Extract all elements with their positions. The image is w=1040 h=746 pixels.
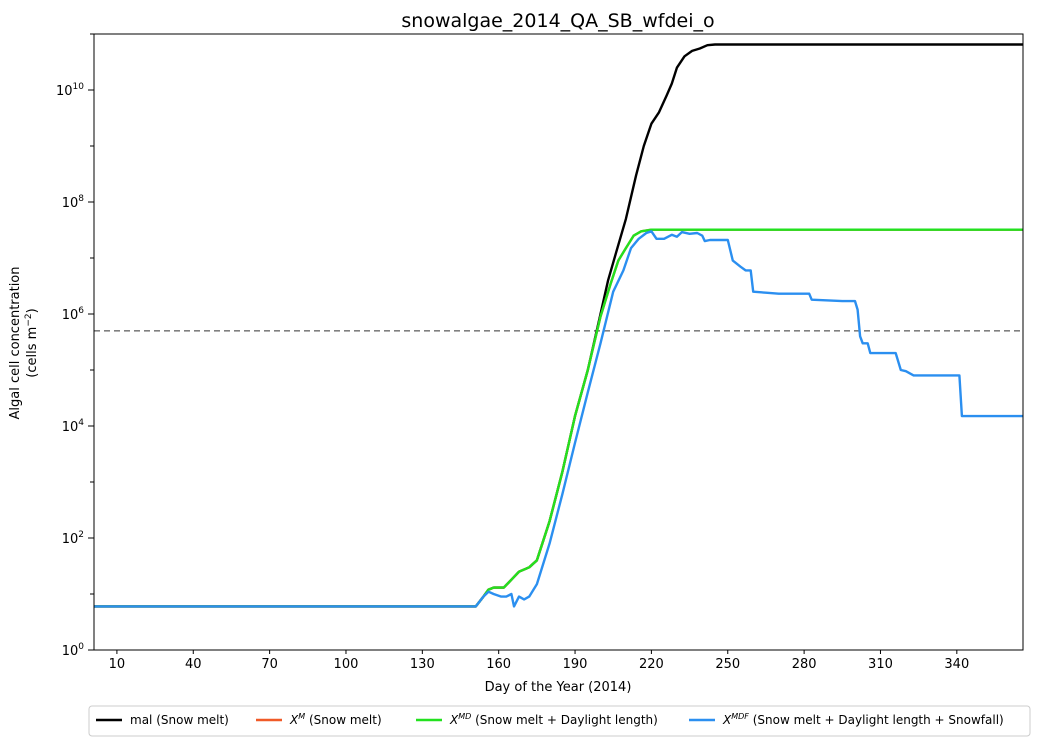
y-tick-exponent: 10	[73, 82, 85, 92]
plot-area	[93, 33, 1024, 651]
legend-label-text: (Snow melt + Daylight length)	[471, 713, 658, 727]
y-tick-base: 10	[62, 420, 79, 435]
y-tick-base: 10	[62, 196, 79, 211]
y-tick-exponent: 6	[78, 306, 84, 316]
legend: mal (Snow melt) XM (Snow melt) XMD (Snow m…	[88, 705, 1031, 737]
y-tick-exponent: 8	[78, 194, 84, 204]
legend-label-superscript: MD	[458, 712, 471, 721]
plot-background	[94, 34, 1023, 650]
y-tick-label: 106	[62, 306, 85, 323]
y-tick-label: 1010	[56, 82, 84, 99]
y-tick-base: 10	[62, 532, 79, 547]
legend-box	[88, 705, 1031, 737]
plot-frame	[93, 33, 1024, 651]
chart-title: snowalgae_2014_QA_SB_wfdei_o	[401, 10, 714, 32]
x-tick-label: 40	[185, 657, 202, 672]
y-axis-label-unit-exponent: −2	[24, 313, 34, 326]
y-tick-label: 108	[62, 194, 85, 211]
x-tick-label: 250	[715, 657, 740, 672]
legend-label-superscript: M	[298, 712, 305, 721]
x-tick-label: 340	[944, 657, 969, 672]
legend-label: XMD (Snow melt + Daylight length)	[449, 712, 658, 727]
legend-label: XMDF (Snow melt + Daylight length + Snow…	[722, 712, 1004, 727]
legend-item: XMD (Snow melt + Daylight length)	[416, 712, 658, 727]
x-tick-label: 310	[868, 657, 893, 672]
series-line-2	[94, 228, 1023, 608]
y-tick-label: 102	[62, 530, 84, 547]
y-axis-label-line1: Algal cell concentration	[8, 266, 23, 419]
y-axis-label-unit-close: )	[25, 308, 40, 313]
legend-label-text: (Snow melt)	[305, 713, 381, 727]
x-tick-label: 130	[410, 657, 435, 672]
legend-label-superscript: MDF	[731, 712, 749, 721]
legend-label: mal (Snow melt)	[130, 713, 229, 727]
series-layer	[94, 43, 1023, 608]
y-axis-label-unit: (cells m	[25, 327, 40, 378]
x-tick-label: 160	[486, 657, 511, 672]
x-tick-label: 280	[792, 657, 817, 672]
y-tick-exponent: 4	[78, 418, 84, 428]
legend-label-symbol: X	[449, 713, 459, 727]
legend-label: XM (Snow melt)	[289, 712, 382, 727]
x-tick-label: 100	[334, 657, 359, 672]
legend-label-symbol: X	[722, 713, 732, 727]
x-tick-label: 70	[261, 657, 278, 672]
x-tick-label: 220	[639, 657, 664, 672]
legend-label-text: (Snow melt + Daylight length + Snowfall)	[749, 713, 1004, 727]
y-axis-label-line2: (cells m−2)	[24, 308, 40, 377]
y-tick-exponent: 0	[78, 642, 84, 652]
legend-label-symbol: X	[289, 713, 299, 727]
x-axis-label: Day of the Year (2014)	[485, 680, 632, 695]
y-tick-base: 10	[62, 644, 79, 659]
legend-item: XMDF (Snow melt + Daylight length + Snow…	[689, 712, 1004, 727]
legend-items: mal (Snow melt) XM (Snow melt) XMD (Snow m…	[96, 712, 1004, 727]
series-line-3	[94, 230, 1023, 608]
y-tick-base: 10	[62, 308, 79, 323]
legend-label-text: mal (Snow melt)	[130, 713, 229, 727]
y-axis-label: Algal cell concentration (cells m−2)	[8, 266, 40, 419]
y-tick-label: 104	[62, 418, 85, 435]
legend-item: mal (Snow melt)	[96, 713, 229, 727]
y-tick-base: 10	[56, 84, 73, 99]
legend-item: XM (Snow melt)	[256, 712, 382, 727]
x-tick-label: 10	[109, 657, 126, 672]
x-axis: 10 40 70 100 130 160 190 220 250 280 310 340	[109, 650, 969, 672]
y-tick-exponent: 2	[78, 530, 84, 540]
y-tick-label: 100	[62, 642, 85, 659]
x-tick-label: 190	[563, 657, 588, 672]
